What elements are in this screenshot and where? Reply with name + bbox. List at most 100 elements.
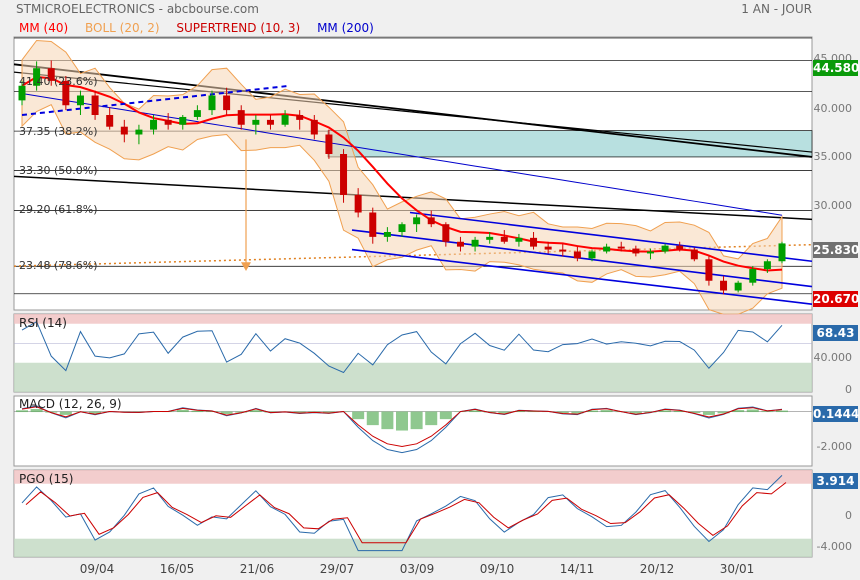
candle-body [340,154,348,195]
candle-body [500,236,508,242]
macd-histogram-bar [717,411,730,414]
candle-body [705,259,713,281]
rsi-oversold-zone [14,362,812,392]
macd-histogram-bar [176,409,189,413]
macd-panel [13,395,813,467]
candle-body [720,280,728,291]
pgo-axis-label: 0 [845,509,852,522]
candle-body [62,80,70,106]
legend-mm200[interactable]: MM (200) [317,21,374,35]
macd-histogram-bar [629,411,642,414]
candle-body [325,134,333,154]
pgo-title: PGO (15) [19,472,74,486]
projection-arrow-head [241,262,251,271]
candle-body [442,224,450,242]
macd-title: MACD (12, 26, 9) [19,397,122,411]
legend-supertrend[interactable]: SUPERTREND (10, 3) [176,21,301,35]
macd-histogram-bar [89,411,102,414]
fib-level-1: 41.40 (23.6%) [19,75,98,88]
candle-body [266,119,274,125]
candle-body [734,282,742,291]
chart-title: STMICROELECTRONICS - abcbourse.com [16,2,259,16]
candle-body [135,129,143,135]
macd-histogram-bar [746,409,759,413]
macd-histogram-bar [293,411,306,413]
candle-body [763,261,771,270]
candle-body [413,217,421,225]
macd-histogram-bar [30,409,43,413]
macd-histogram-bar [59,411,72,415]
macd-histogram-bar [396,411,408,431]
macd-histogram-bar [688,411,701,414]
x-axis-tick: 09/10 [479,562,515,576]
candle-body [223,95,231,111]
pgo-overbought-zone [14,470,812,484]
macd-histogram-bar [366,411,379,426]
candle-body [150,119,158,130]
macd-histogram-bar [702,411,715,415]
resistance-line [13,63,813,158]
macd-histogram-bar [410,411,423,430]
candle-body [310,119,318,135]
candle-body [383,232,391,237]
macd-histogram-bar [235,411,248,413]
macd-histogram-bar [16,410,28,413]
candle-body [646,251,654,254]
candle-body [632,248,640,254]
rsi-overbought-zone [14,314,812,324]
macd-histogram-bar [191,410,204,413]
price-axis-label: 30.000 [813,199,853,212]
price-badge-low: 20.670 [813,291,860,307]
candle-body [76,95,84,106]
candle-body [296,115,304,120]
candle-body [208,95,216,111]
legend-mm40[interactable]: MM (40) [19,21,69,35]
macd-histogram-bar [571,411,584,414]
fib-level-2: 37.35 (38.2%) [19,125,98,138]
candle-body [106,115,114,127]
legend-bollinger[interactable]: BOLL (20, 2) [84,21,160,35]
x-axis-tick: 29/07 [319,562,355,576]
candle-body [515,237,523,242]
candle-body [676,245,684,250]
x-axis-tick: 16/05 [159,562,195,576]
price-axis-label: 40.000 [813,102,853,115]
rsi-badge: 68.43 [813,325,858,341]
fib-level-3: 33.30 (50.0%) [19,164,98,177]
rsi-axis-label: 40.000 [813,351,853,364]
candle-body [617,246,625,249]
macd-axis-label: -2.000 [816,440,852,453]
candle-body [588,251,596,259]
channel-lower-line [351,248,813,305]
candle-body [237,110,245,125]
candle-body [427,217,435,225]
gap-zone [327,130,813,158]
candle-body [18,85,26,101]
macd-histogram-bar [352,411,365,420]
macd-histogram-bar [220,411,233,414]
macd-histogram-bar [761,411,774,413]
x-axis-tick: 09/04 [79,562,115,576]
candle-body [120,126,128,135]
pgo-badge: 3.914 [813,473,858,489]
x-axis-tick: 21/06 [239,562,275,576]
price-badge-high: 44.580 [813,60,860,76]
candle-body [193,110,201,117]
macd-histogram-bar [556,411,569,414]
macd-histogram-bar [381,411,394,430]
candle-body [354,194,362,213]
candle-body [281,115,289,125]
macd-histogram-bar [249,410,262,413]
macd-histogram-bar [425,411,438,426]
macd-histogram-bar [498,411,511,414]
candle-body [661,245,669,252]
macd-histogram-bar [527,411,540,413]
candle-body [471,239,479,247]
macd-histogram-bar [206,411,218,413]
candle-body [398,224,406,232]
macd-histogram-bar [469,410,482,413]
candle-body [530,237,538,247]
candle-body [573,251,581,259]
x-axis-tick: 03/09 [399,562,435,576]
mm200-line [21,93,783,216]
